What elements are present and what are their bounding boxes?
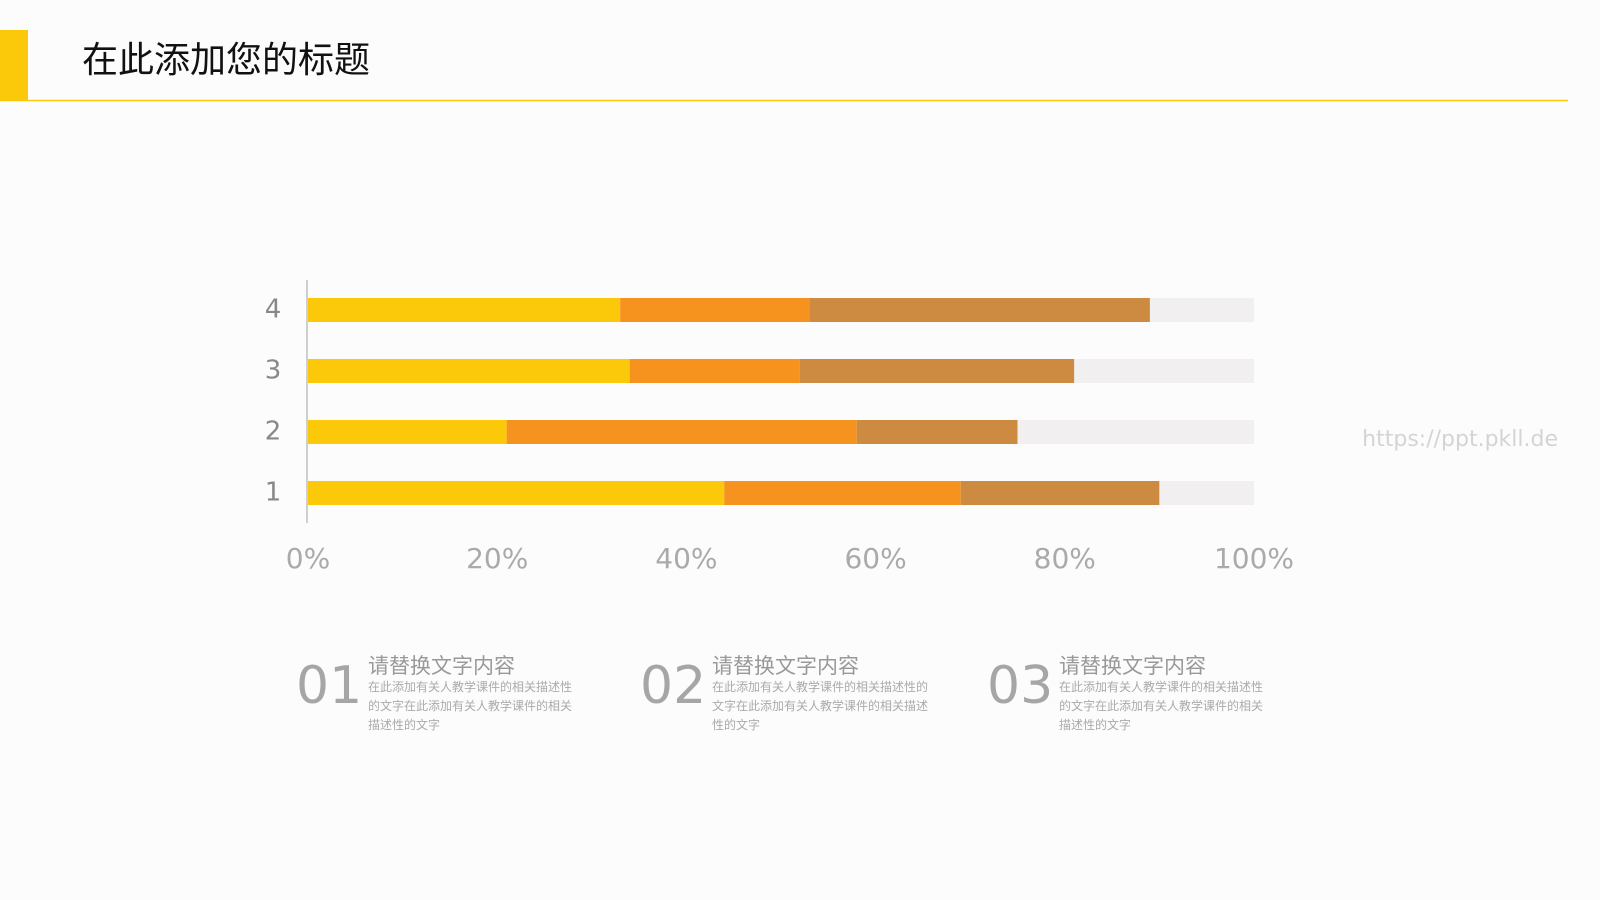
bar-segment (960, 481, 1160, 505)
bar-segment (629, 359, 800, 383)
item-number: 02 (640, 656, 707, 716)
y-tick-label: 1 (265, 478, 282, 508)
item-number: 01 (296, 656, 363, 716)
bar-segment (1149, 298, 1254, 322)
bar-segment (1074, 359, 1254, 383)
y-tick-label: 4 (265, 295, 282, 325)
bar-segment (799, 359, 1075, 383)
title-accent (0, 30, 28, 100)
y-tick-label: 3 (265, 356, 282, 386)
bar-segment (724, 481, 961, 505)
watermark: https://ppt.pkll.de (1362, 427, 1558, 452)
item-body: 在此添加有关人教学课件的相关描述性的文字在此添加有关人教学课件的相关描述性的文字 (368, 680, 573, 732)
bar-segment (809, 298, 1150, 322)
x-tick-label: 60% (844, 542, 906, 575)
bar-segment (856, 420, 1018, 444)
bar-segment (308, 420, 507, 444)
bar-segment (308, 359, 630, 383)
title: 在此添加您的标题 (82, 40, 370, 81)
x-tick-label: 0% (286, 542, 330, 575)
x-tick-label: 40% (655, 542, 717, 575)
bar-segment (620, 298, 810, 322)
item-body: 在此添加有关人教学课件的相关描述性的文字在此添加有关人教学课件的相关描述性的文字 (1059, 680, 1264, 732)
bar-segment (1017, 420, 1254, 444)
bar-segment (1159, 481, 1254, 505)
item-heading: 请替换文字内容 (1059, 654, 1206, 678)
item-heading: 请替换文字内容 (368, 654, 515, 678)
x-tick-label: 100% (1214, 542, 1294, 575)
x-tick-label: 80% (1034, 542, 1096, 575)
y-tick-label: 2 (265, 417, 282, 447)
item-number: 03 (987, 656, 1054, 716)
item-body: 在此添加有关人教学课件的相关描述性的文字在此添加有关人教学课件的相关描述性的文字 (712, 680, 929, 732)
bar-segment (506, 420, 857, 444)
item-heading: 请替换文字内容 (712, 654, 859, 678)
bar-segment (308, 298, 621, 322)
x-tick-label: 20% (466, 542, 528, 575)
bar-segment (308, 481, 725, 505)
